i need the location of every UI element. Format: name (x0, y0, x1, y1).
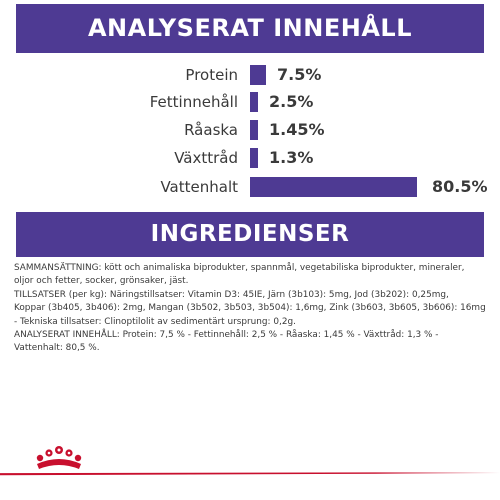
nutrient-value: 1.3% (269, 148, 314, 167)
analysis-title-banner: ANALYSERAT INNEHÅLL (16, 4, 484, 53)
composition-line: SAMMANSÄTTNING: kött och animaliska bipr… (14, 263, 465, 273)
composition-line: Koppar (3b405, 3b406): 2mg, Mangan (3b50… (14, 303, 486, 314)
nutrient-label: Råaska (184, 121, 238, 139)
nutrient-row-protein: Protein 7.5% (0, 63, 500, 87)
nutrient-row-moisture: Vattenhalt 80.5% (0, 175, 500, 199)
nutrient-label: Växttråd (174, 149, 238, 167)
nutrient-value: 7.5% (277, 65, 322, 84)
nutrient-bar (250, 120, 258, 140)
nutrient-bar (250, 65, 266, 85)
nutrient-label: Fettinnehåll (149, 93, 238, 111)
nutrient-label: Vattenhalt (160, 178, 238, 196)
composition-text: SAMMANSÄTTNING: kött och animaliska bipr… (14, 262, 486, 356)
analysis-title: ANALYSERAT INNEHÅLL (87, 14, 412, 42)
nutrient-bar (250, 148, 258, 168)
nutrient-value: 1.45% (269, 120, 325, 139)
footer-red-stripe (0, 472, 500, 476)
crown-logo-icon (36, 446, 82, 469)
nutrient-label: Protein (185, 66, 238, 84)
composition-line: ANALYSERAT INNEHÅLL: Protein: 7,5 % - Fe… (14, 330, 439, 341)
composition-line: oljor och fetter, socker, grönsaker, jäs… (14, 276, 189, 287)
nutrient-bar (250, 177, 417, 197)
composition-line: - Tekniska tillsatser: Clinoptilolit av … (14, 316, 296, 327)
nutrient-value: 80.5% (432, 177, 488, 196)
nutrient-row-fibre: Växttråd 1.3% (0, 146, 500, 170)
nutrient-value: 2.5% (269, 92, 314, 111)
composition-line: Vattenhalt: 80,5 %. (14, 343, 100, 354)
ingredients-title-banner: INGREDIENSER (16, 212, 484, 257)
ingredients-title: INGREDIENSER (150, 221, 350, 247)
nutrient-row-fat: Fettinnehåll 2.5% (0, 90, 500, 114)
nutrient-bar (250, 92, 258, 112)
nutrient-row-ash: Råaska 1.45% (0, 118, 500, 142)
composition-line: TILLSATSER (per kg): Näringstillsatser: … (14, 289, 449, 300)
